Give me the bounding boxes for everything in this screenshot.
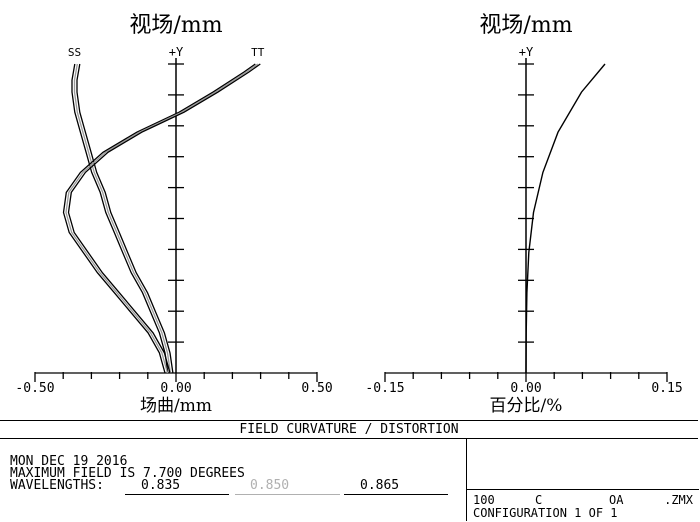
y-axis-label: +Y	[519, 45, 534, 59]
wavelength-swatch	[344, 494, 448, 495]
y-axis-label: +Y	[169, 45, 184, 59]
series-line	[71, 63, 169, 374]
chart-1: 视场/mm -0.50 0.00 0.50 场曲/mm +Y SS TT	[15, 13, 332, 416]
configuration-text: CONFIGURATION 1 OF 1	[473, 506, 618, 520]
series-line	[67, 63, 261, 374]
plot-banner: FIELD CURVATURE / DISTORTION	[0, 420, 698, 439]
x-tick-label: 0.00	[510, 381, 541, 396]
c-label: C	[535, 493, 543, 507]
chart-title: 视场/mm	[129, 13, 222, 38]
series-line	[76, 63, 174, 374]
series-line	[525, 63, 606, 374]
config-box: 100 C OA .ZMX CONFIGURATION 1 OF 1	[467, 489, 699, 522]
curve-label: SS	[68, 46, 81, 59]
file-row: 100 C OA .ZMX	[473, 493, 693, 507]
lens-id: 100	[473, 493, 495, 507]
wavelength-value: 0.865	[360, 478, 400, 493]
curve-label: TT	[251, 46, 265, 59]
x-axis-label: 场曲/mm	[140, 396, 212, 416]
series-line	[65, 63, 259, 374]
wavelength-swatch	[125, 494, 229, 495]
chart-2: 视场/mm -0.15 0.00 0.15 百分比/% +Y	[365, 13, 682, 416]
file-extension: .ZMX	[664, 493, 693, 507]
series-line	[73, 63, 172, 374]
info-panel: MON DEC 19 2016 MAXIMUM FIELD IS 7.700 D…	[0, 439, 466, 522]
oa-label: OA	[609, 493, 624, 507]
chart-title: 视场/mm	[479, 13, 572, 38]
date-text: MON DEC 19 2016	[10, 454, 128, 469]
x-tick-label: 0.00	[160, 381, 191, 396]
x-tick-label: -0.50	[15, 381, 54, 396]
max-field-text: MAXIMUM FIELD IS 7.700 DEGREES	[10, 466, 245, 481]
series-line	[62, 63, 256, 374]
x-tick-label: 0.15	[651, 381, 682, 396]
config-panel: 100 C OA .ZMX CONFIGURATION 1 OF 1	[466, 439, 699, 521]
x-tick-label: 0.50	[301, 381, 332, 396]
x-axis-label: 百分比/%	[490, 396, 563, 416]
plots-area: 视场/mm -0.50 0.00 0.50 场曲/mm +Y SS TT 视场/mm -0.15 0…	[15, 13, 682, 416]
wavelengths-row: WAVELENGTHS: 0.835 0.850 0.865	[10, 478, 460, 495]
wavelength-value: 0.850	[250, 478, 290, 493]
wavelengths-label: WAVELENGTHS:	[10, 478, 104, 493]
wavelength-swatch	[235, 494, 340, 495]
wavelength-value: 0.835	[141, 478, 181, 493]
x-tick-label: -0.15	[365, 381, 404, 396]
